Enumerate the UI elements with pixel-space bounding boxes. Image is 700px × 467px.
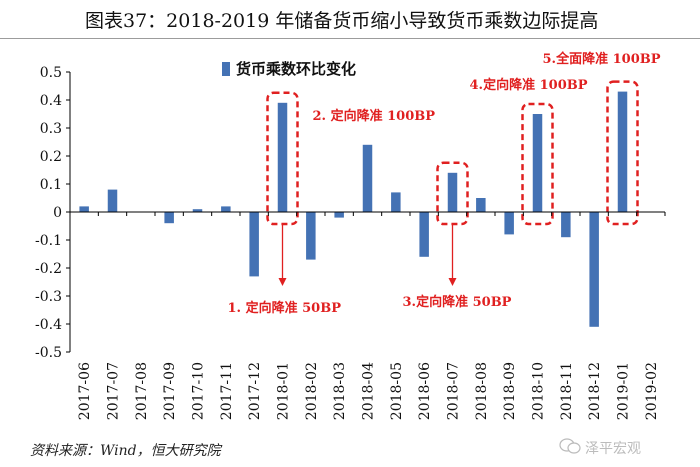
chart-title-bar: 图表37：2018-2019 年储备货币缩小导致货币乘数边际提高 xyxy=(0,0,700,39)
x-tick-label: 2017-06 xyxy=(77,362,93,420)
x-tick-label: 2018-12 xyxy=(587,362,603,420)
annotation-label: 5.全面降准 100BP xyxy=(543,51,661,67)
x-tick-label: 2018-08 xyxy=(474,362,490,420)
x-tick-label: 2018-11 xyxy=(559,362,575,420)
x-tick-label: 2018-10 xyxy=(531,362,547,420)
bar-2018-01 xyxy=(277,102,288,212)
x-tick-label: 2017-11 xyxy=(219,362,235,420)
annotation-arrow-head xyxy=(448,278,457,286)
bar-2019-01 xyxy=(617,91,628,212)
bar-2018-02 xyxy=(306,212,316,260)
y-tick-label: -0.5 xyxy=(35,345,62,361)
highlight-box-2018-10 xyxy=(521,102,554,226)
x-tick-label: 2018-02 xyxy=(304,362,320,420)
y-tick-label: -0.1 xyxy=(35,233,62,249)
y-tick-label: -0.3 xyxy=(35,289,62,305)
x-tick-label: 2018-05 xyxy=(389,362,405,420)
y-tick-label: 0.5 xyxy=(40,65,62,81)
x-tick-label: 2019-02 xyxy=(644,362,660,420)
source-note: 资料来源：Wind，恒大研究院 xyxy=(30,443,221,459)
bar-2017-09 xyxy=(164,212,174,224)
bar-chart: 0.5 0.4 0.3 0.2 0.1 0 -0.1 -0.2 -0.3 -0.4 -0.5 2017… xyxy=(35,51,666,420)
x-tick-label: 2017-08 xyxy=(134,362,150,420)
x-tick-label: 2018-01 xyxy=(276,362,292,420)
bar-2017-07 xyxy=(107,189,118,212)
x-tick-label: 2018-09 xyxy=(502,362,518,420)
x-tick-label: 2017-10 xyxy=(191,362,207,420)
bar-2018-06 xyxy=(419,212,429,257)
y-tick-label: -0.4 xyxy=(35,317,62,333)
watermark: 泽平宏观 xyxy=(585,441,641,457)
x-tick-label: 2018-04 xyxy=(361,362,377,420)
y-tick-label: 0.1 xyxy=(40,177,62,193)
x-tick-label: 2018-06 xyxy=(417,362,433,420)
bar-2018-09 xyxy=(504,212,514,235)
annotation-label: 4.定向降准 100BP xyxy=(470,77,588,93)
y-tick-label: 0.4 xyxy=(40,93,62,109)
x-tick-label: 2017-09 xyxy=(162,362,178,420)
bar-2018-04 xyxy=(362,144,373,212)
x-tick-label: 2018-07 xyxy=(446,362,462,420)
bar-2017-10 xyxy=(192,209,203,212)
bar-2018-08 xyxy=(476,198,486,212)
x-tick-label: 2019-01 xyxy=(616,362,632,420)
x-tick-label: 2017-07 xyxy=(106,362,122,420)
highlight-box-2019-01 xyxy=(606,80,639,226)
annotation-label: 1. 定向降准 50BP xyxy=(228,300,342,316)
bar-2017-11 xyxy=(221,206,231,212)
bar-2018-11 xyxy=(561,212,571,238)
y-tick-label: 0.3 xyxy=(40,121,62,137)
y-tick-label: -0.2 xyxy=(35,261,62,277)
bar-2018-12 xyxy=(589,212,599,327)
x-tick-label: 2017-12 xyxy=(247,362,263,420)
chart-title: 图表37：2018-2019 年储备货币缩小导致货币乘数边际提高 xyxy=(85,10,599,32)
bar-2018-10 xyxy=(532,114,543,212)
x-tick-label: 2018-03 xyxy=(332,362,348,420)
legend-swatch xyxy=(222,62,230,76)
bar-2018-03 xyxy=(334,212,344,218)
bar-2018-07 xyxy=(447,172,458,212)
wechat-logo-icon xyxy=(559,438,581,454)
annotation-label: 3.定向降准 50BP xyxy=(403,294,512,310)
bar-2017-06 xyxy=(79,206,89,212)
y-tick-label: 0.2 xyxy=(40,149,62,165)
annotation-label: 2. 定向降准 100BP xyxy=(313,108,436,124)
legend-label: 货币乘数环比变化 xyxy=(236,60,356,78)
bar-2018-05 xyxy=(391,192,401,212)
y-tick-label: 0 xyxy=(53,205,62,221)
annotation-arrow-head xyxy=(278,278,287,286)
bar-2017-12 xyxy=(249,212,259,277)
